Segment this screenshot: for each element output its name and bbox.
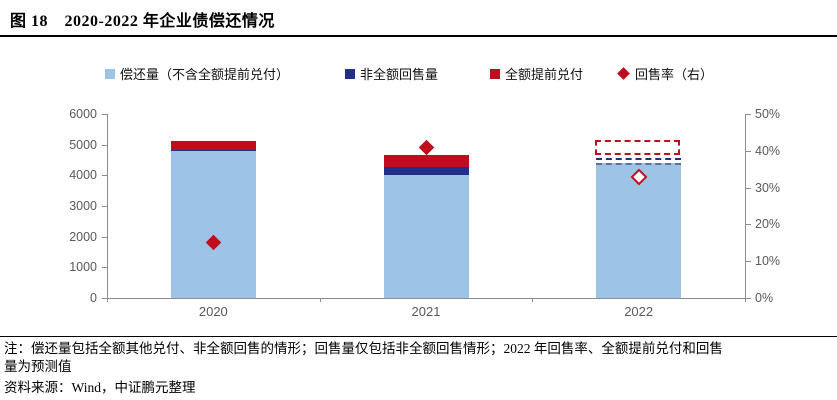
y-axis-right — [745, 114, 746, 298]
bar-partial-putback-forecast-2022 — [596, 158, 682, 161]
x-tick — [107, 298, 108, 302]
y-tick-label-right: 50% — [755, 107, 781, 121]
legend-label: 非全额回售量 — [360, 67, 439, 82]
y-tick-label-left: 1000 — [69, 260, 97, 275]
legend-diamond-icon — [617, 67, 630, 80]
bar-full-prepayment-2021 — [383, 155, 469, 168]
y-tick-label-left: 2000 — [69, 229, 97, 244]
y-axis-left — [107, 114, 108, 298]
y-tick-label-left: 0 — [90, 291, 97, 305]
y-tick-left — [102, 267, 107, 269]
y-tick-left — [102, 236, 107, 238]
legend-label: 回售率（右） — [635, 67, 714, 82]
y-tick-label-right: 20% — [755, 217, 781, 232]
y-tick-right — [746, 187, 751, 189]
note-line-1: 注：偿还量包括全额其他兑付、非全额回售的情形；回售量仅包括非全额回售情形；202… — [4, 341, 723, 356]
legend-item-0: 偿还量（不含全额提前兑付） — [105, 64, 289, 83]
y-tick-label-left: 3000 — [69, 199, 97, 213]
figure-title: 图 18 2020-2022 年企业债偿还情况 — [10, 13, 275, 30]
y-tick-label-right: 30% — [755, 180, 781, 195]
y-tick-label-left: 6000 — [69, 107, 97, 121]
y-tick-right — [746, 261, 751, 263]
figure-notes: 注：偿还量包括全额其他兑付、非全额回售的情形；回售量仅包括非全额回售情形；202… — [4, 340, 834, 396]
legend-item-3: 回售率（右） — [617, 64, 713, 83]
y-tick-right — [746, 298, 751, 299]
y-tick-label-right: 10% — [755, 254, 781, 269]
y-tick-right — [746, 114, 751, 115]
bar-repayment-2020 — [170, 151, 256, 298]
y-tick-label-left: 5000 — [69, 137, 97, 152]
rate-diamond-2021 — [418, 139, 434, 155]
title-divider — [0, 35, 837, 37]
x-tick-label: 2021 — [411, 304, 441, 319]
legend-label: 全额提前兑付 — [505, 67, 584, 82]
x-tick-label: 2020 — [198, 304, 228, 319]
y-tick-right — [746, 224, 751, 226]
y-tick-left — [102, 175, 107, 177]
y-tick-label-right: 0% — [755, 291, 774, 305]
bar-full-prepayment-forecast-2022 — [595, 140, 681, 156]
x-tick — [745, 298, 746, 302]
y-tick-right — [746, 150, 751, 152]
x-tick-label: 2022 — [624, 304, 654, 319]
bar-partial-putback-2021 — [383, 167, 469, 175]
x-axis — [107, 298, 746, 299]
bar-repayment-forecast-2022 — [596, 163, 682, 298]
legend-square-icon — [490, 68, 500, 79]
bar-repayment-2021 — [383, 174, 469, 298]
note-line-2: 量为预测值 — [4, 358, 72, 374]
legend-item-2: 全额提前兑付 — [490, 64, 583, 83]
y-tick-label-right: 40% — [755, 143, 781, 158]
x-tick — [532, 298, 534, 302]
y-tick-left — [102, 206, 107, 207]
y-tick-left — [102, 144, 107, 146]
legend-square-icon — [345, 68, 355, 79]
legend-label: 偿还量（不含全额提前兑付） — [120, 67, 290, 82]
footer-divider — [0, 336, 837, 337]
bar-partial-putback-2020 — [170, 149, 256, 152]
y-tick-left — [102, 114, 107, 115]
source-line: 资料来源：Wind，中证鹏元整理 — [4, 379, 196, 395]
y-tick-left — [102, 298, 107, 299]
x-tick — [319, 298, 321, 302]
legend-item-1: 非全额回售量 — [345, 64, 438, 83]
y-tick-label-left: 4000 — [69, 168, 97, 183]
legend-square-icon — [105, 68, 115, 79]
bar-full-prepayment-2020 — [170, 141, 256, 150]
